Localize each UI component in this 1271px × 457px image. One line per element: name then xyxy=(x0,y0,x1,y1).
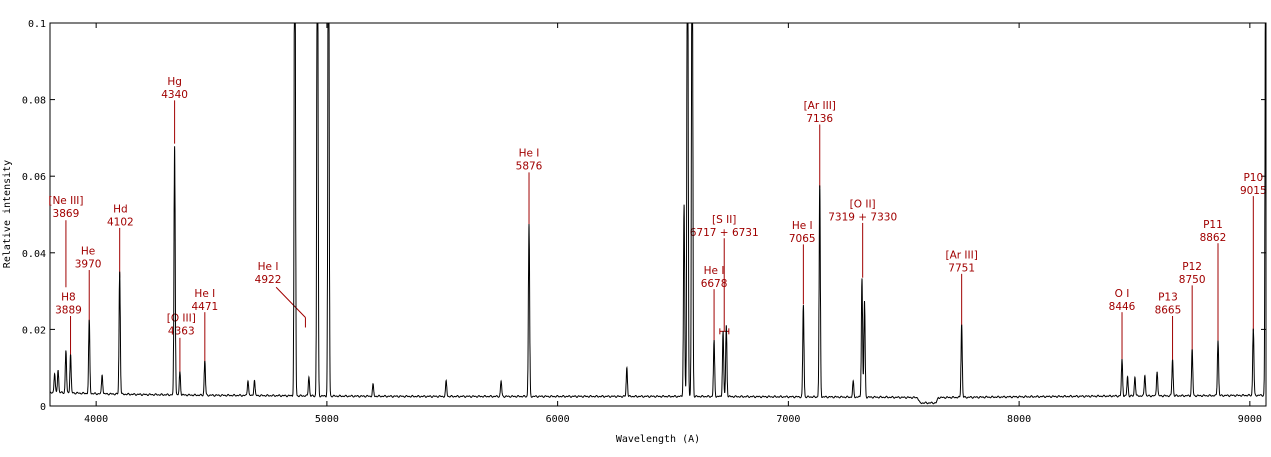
x-tick-label: 5000 xyxy=(315,414,339,425)
y-tick-label: 0.06 xyxy=(22,172,46,183)
annotation-wavelength: 8665 xyxy=(1155,305,1182,317)
plot-frame xyxy=(49,22,1267,407)
annotation-wavelength: 4922 xyxy=(255,274,282,286)
annotation-label: [Ne III] xyxy=(48,195,83,207)
annotation-label: P12 xyxy=(1182,261,1202,273)
y-tick-label: 0 xyxy=(40,402,46,413)
annotation-wavelength: 4102 xyxy=(107,217,134,229)
annotation-wavelength: 3869 xyxy=(53,208,80,220)
annotation-wavelength: 3970 xyxy=(75,259,102,271)
annotation-wavelength: 5876 xyxy=(516,160,543,172)
annotation-wavelength: 4340 xyxy=(161,89,188,101)
annotation-label: P10 xyxy=(1243,172,1263,184)
annotation-label: Hg xyxy=(167,76,182,88)
annotation-label: [O III] xyxy=(167,313,196,325)
y-tick-label: 0.1 xyxy=(28,19,46,30)
annotation-label: He I xyxy=(258,261,279,273)
annotation-s-ii: [S II]6717 + 6731 xyxy=(690,214,759,335)
annotation-label: [O II] xyxy=(850,199,876,211)
annotation-wavelength: 7136 xyxy=(806,113,833,125)
annotation-label: [S II] xyxy=(712,214,736,226)
annotation-label: H8 xyxy=(61,292,76,304)
annotation-label: He I xyxy=(704,265,725,277)
annotation-ar-iii-7136: [Ar III]7136 xyxy=(804,100,836,188)
annotation-label: He I xyxy=(792,220,813,232)
annotation-wavelength: 6717 + 6731 xyxy=(690,227,759,239)
y-axis-label: Relative intensity xyxy=(2,160,13,268)
annotation-wavelength: 8862 xyxy=(1200,232,1227,244)
annotation-label: He I xyxy=(519,147,540,159)
annotation-wavelength: 8446 xyxy=(1109,301,1136,313)
x-tick-label: 8000 xyxy=(1007,414,1031,425)
annotation-label: P13 xyxy=(1158,292,1178,304)
annotation-wavelength: 7751 xyxy=(948,263,975,275)
annotation-label: O I xyxy=(1115,288,1130,300)
annotation-wavelength: 6678 xyxy=(701,278,728,290)
axis-ticks: 4000 5000 6000 7000 8000 9000 0 0.02 0.04 0.06 0.0… xyxy=(22,19,1266,425)
annotation-label: P11 xyxy=(1203,219,1223,231)
annotation-o-iii-4363: [O III]4363 xyxy=(167,313,196,376)
x-tick-label: 6000 xyxy=(546,414,570,425)
annotation-label: [Ar III] xyxy=(945,250,977,262)
annotation-wavelength: 9015 xyxy=(1240,185,1267,197)
annotation-wavelength: 3889 xyxy=(55,305,82,317)
x-tick-label: 7000 xyxy=(776,414,800,425)
annotation-wavelength: 4363 xyxy=(168,326,195,338)
annotation-label: He I xyxy=(194,288,215,300)
annotation-wavelength: 8750 xyxy=(1179,274,1206,286)
annotation-wavelength: 7319 + 7330 xyxy=(828,212,897,224)
x-tick-label: 4000 xyxy=(84,414,108,425)
x-axis-label: Wavelength (A) xyxy=(616,434,700,445)
annotation-o-ii: [O II]7319 + 7330 xyxy=(828,199,897,278)
annotation-label: [Ar III] xyxy=(804,100,836,112)
spectrum-line xyxy=(49,22,1266,405)
annotation-pointer xyxy=(275,286,306,318)
annotation-label: He xyxy=(81,246,95,258)
annotation-ne-iii: [Ne III]3869 xyxy=(48,195,83,288)
y-tick-label: 0.04 xyxy=(22,249,46,260)
y-tick-label: 0.02 xyxy=(22,325,46,336)
annotation-wavelength: 4471 xyxy=(191,301,218,313)
annotation-label: Hd xyxy=(113,204,128,216)
annotation-ar-iii-7751: [Ar III]7751 xyxy=(945,250,978,326)
annotation-wavelength: 7065 xyxy=(789,233,816,245)
x-tick-label: 9000 xyxy=(1238,414,1262,425)
y-tick-label: 0.08 xyxy=(22,96,46,107)
